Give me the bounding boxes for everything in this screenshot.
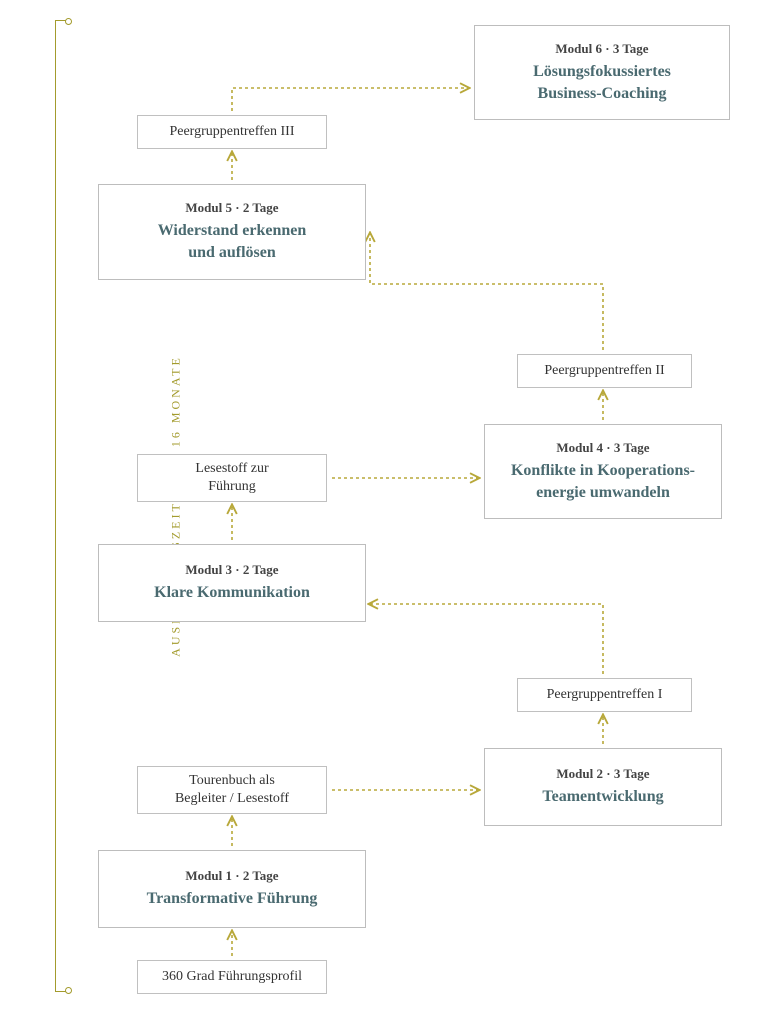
- node-title: Widerstand erkennenund auflösen: [158, 220, 307, 263]
- node-start: 360 Grad Führungsprofil: [137, 960, 327, 994]
- node-mod1: Modul 1 · 2 Tage Transformative Führung: [98, 850, 366, 928]
- node-meta: Modul 2 · 3 Tage: [556, 766, 649, 782]
- node-label: Peergruppentreffen I: [547, 686, 663, 704]
- edge-peer1-mod3: [370, 604, 603, 674]
- node-label: Lesestoff zurFührung: [195, 460, 268, 496]
- node-mod3: Modul 3 · 2 Tage Klare Kommunikation: [98, 544, 366, 622]
- node-meta: Modul 3 · 2 Tage: [185, 562, 278, 578]
- node-peer3: Peergruppentreffen III: [137, 115, 327, 149]
- edge-peer3-mod6: [232, 88, 468, 111]
- node-peer1: Peergruppentreffen I: [517, 678, 692, 712]
- node-lese: Lesestoff zurFührung: [137, 454, 327, 502]
- node-meta: Modul 5 · 2 Tage: [185, 200, 278, 216]
- node-title: Transformative Führung: [147, 888, 318, 910]
- timeline-bracket: [55, 20, 67, 992]
- node-meta: Modul 4 · 3 Tage: [556, 440, 649, 456]
- node-meta: Modul 1 · 2 Tage: [185, 868, 278, 884]
- node-title: Konflikte in Kooperations-energie umwand…: [511, 460, 695, 503]
- node-title: Teamentwicklung: [542, 786, 663, 808]
- node-meta: Modul 6 · 3 Tage: [555, 41, 648, 57]
- node-mod6: Modul 6 · 3 Tage LösungsfokussiertesBusin…: [474, 25, 730, 120]
- node-label: 360 Grad Führungsprofil: [162, 968, 302, 986]
- node-peer2: Peergruppentreffen II: [517, 354, 692, 388]
- node-label: Peergruppentreffen III: [169, 123, 294, 141]
- node-title: LösungsfokussiertesBusiness-Coaching: [533, 61, 671, 104]
- diagram-canvas: AUSBILDUNGSZEITRAUM 16 MONATE 360 Grad F…: [0, 0, 757, 1012]
- node-title: Klare Kommunikation: [154, 582, 310, 604]
- edge-peer2-mod5: [370, 234, 603, 350]
- node-tour: Tourenbuch alsBegleiter / Lesestoff: [137, 766, 327, 814]
- node-label: Peergruppentreffen II: [544, 362, 664, 380]
- node-mod2: Modul 2 · 3 Tage Teamentwicklung: [484, 748, 722, 826]
- node-mod4: Modul 4 · 3 Tage Konflikte in Kooperation…: [484, 424, 722, 519]
- node-mod5: Modul 5 · 2 Tage Widerstand erkennenund a…: [98, 184, 366, 280]
- node-label: Tourenbuch alsBegleiter / Lesestoff: [175, 772, 289, 808]
